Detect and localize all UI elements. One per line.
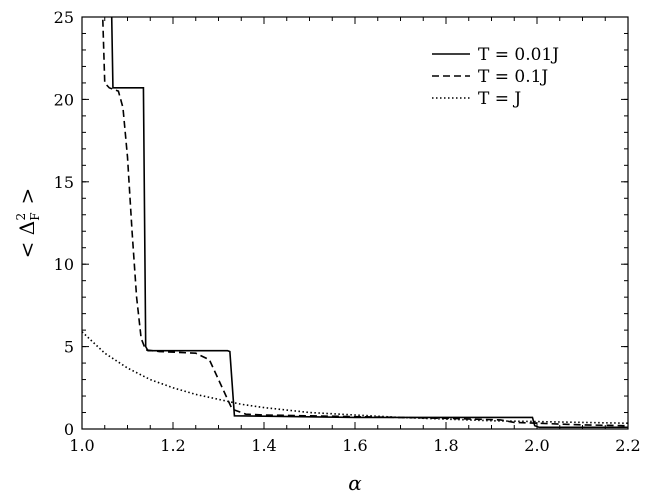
series-line-dashed (101, 17, 628, 427)
x-tick-label: 1.4 (251, 436, 276, 455)
x-axis-ticks: 1.0 1.2 1.4 1.6 1.8 2.0 2.2 (69, 17, 641, 455)
x-axis-label: α (348, 471, 362, 495)
x-tick-label: 2.0 (524, 436, 549, 455)
series-line-solid (110, 17, 628, 429)
x-tick-label: 2.2 (615, 436, 640, 455)
x-tick-label: 1.6 (342, 436, 367, 455)
y-axis-ticks: 0 5 10 15 20 25 (54, 8, 628, 439)
svg-text:< ΔF2 >: < ΔF2 > (14, 188, 42, 259)
legend-label: T = 0.01J (478, 45, 559, 65)
x-tick-label: 1.8 (433, 436, 458, 455)
y-tick-label: 0 (64, 420, 74, 439)
legend-label: T = J (478, 89, 521, 109)
y-tick-label: 15 (54, 173, 74, 192)
y-tick-label: 10 (54, 255, 74, 274)
x-tick-label: 1.0 (69, 436, 94, 455)
y-axis-label: < ΔF2 > (14, 188, 42, 259)
x-tick-label: 1.2 (160, 436, 185, 455)
series-line-dotted (82, 331, 628, 425)
y-tick-label: 20 (54, 90, 74, 109)
y-tick-label: 25 (54, 8, 74, 27)
y-tick-label: 5 (64, 338, 74, 357)
series-layer (82, 17, 628, 429)
legend-label: T = 0.1J (478, 67, 548, 87)
